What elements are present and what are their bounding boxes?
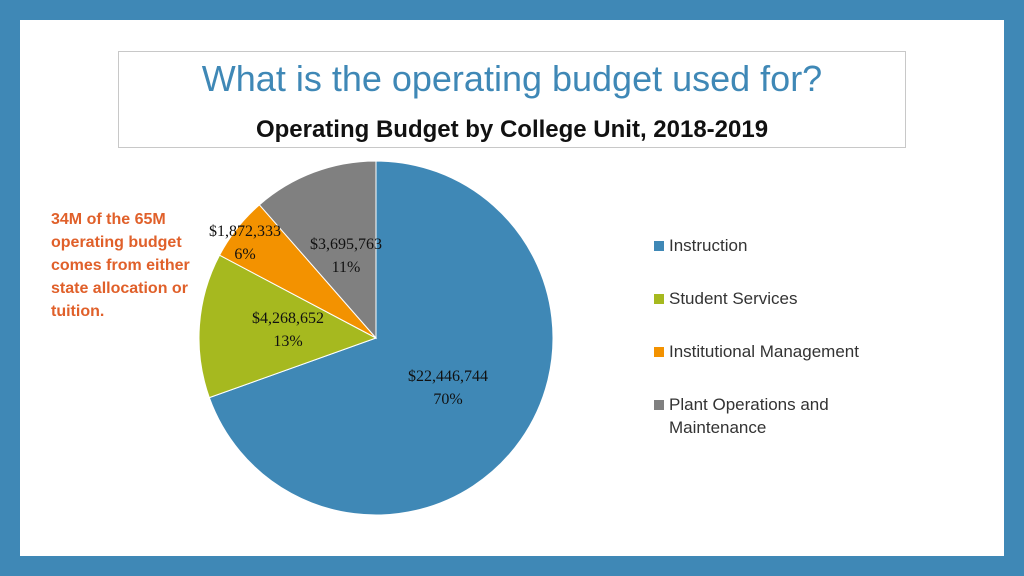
legend-label: Institutional Management [669,342,859,361]
legend-item: Institutional Management [654,340,899,393]
data-label-percent: 6% [234,246,255,263]
pie-chart: $22,446,744 70% $4,268,652 13% $1,872,333 6% $… [198,160,554,516]
data-label-value: $3,695,763 [310,236,382,253]
chart-title: Operating Budget by College Unit, 2018-2… [255,116,769,143]
legend-label: Instruction [669,236,748,255]
data-label-percent: 70% [433,391,462,408]
legend-label: Student Services [669,289,798,308]
legend-item: Instruction [654,234,899,287]
slide: What is the operating budget used for? O… [20,20,1004,556]
legend: Instruction Student Services Institutional… [654,234,899,446]
title-box: What is the operating budget used for? O… [118,51,906,148]
legend-swatch [654,347,664,357]
legend-swatch [654,241,664,251]
data-label-value: $22,446,744 [408,368,488,385]
data-label-percent: 11% [332,259,361,276]
pie-slice-student-services [198,254,378,399]
data-label-value: $4,268,652 [252,310,324,327]
budget-source-note: 34M of the 65M operating budget comes fr… [51,211,190,320]
legend-swatch [654,294,664,304]
pie-slice-plant-operations-and-maintenance [258,160,377,340]
legend-label: Plant Operations and Maintenance [669,395,829,437]
pie-slice-instruction [208,160,554,516]
data-label-value: $1,872,333 [209,223,281,240]
page-title: What is the operating budget used for? [201,58,823,99]
legend-item: Student Services [654,287,899,340]
legend-item: Plant Operations and Maintenance [654,393,899,446]
data-label-percent: 13% [273,333,302,350]
legend-swatch [654,400,664,410]
